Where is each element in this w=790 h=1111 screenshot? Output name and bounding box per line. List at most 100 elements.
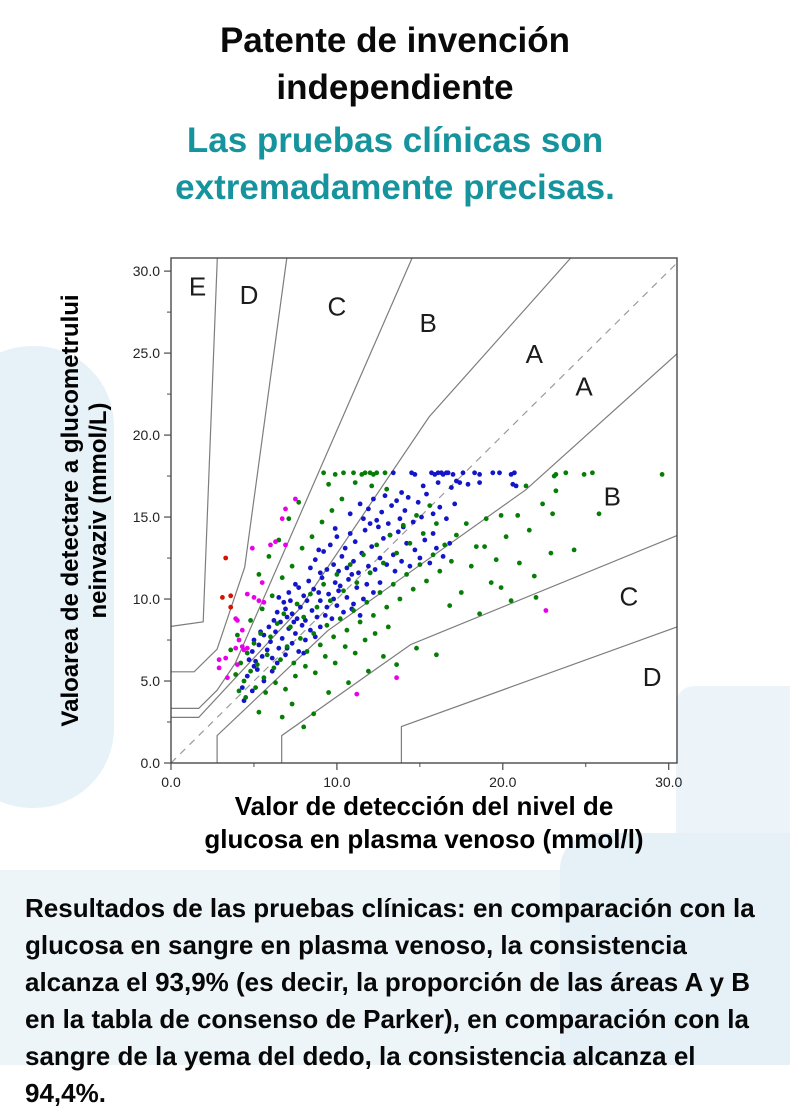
green-points	[394, 662, 399, 667]
blue-points	[266, 624, 272, 630]
x-tick-label: 20.0	[489, 774, 516, 790]
blue-points	[352, 539, 358, 545]
green-points	[291, 660, 297, 666]
magenta-points	[233, 645, 239, 651]
green-points	[362, 637, 368, 643]
magenta-points	[235, 618, 240, 623]
y-axis-title: neinvaziv (mmol/L)	[85, 402, 112, 618]
blue-points	[276, 645, 282, 651]
green-points	[261, 675, 267, 681]
green-points	[324, 622, 330, 628]
magenta-points	[283, 542, 288, 548]
blue-points	[407, 563, 413, 569]
green-points	[434, 652, 439, 658]
green-points	[548, 550, 554, 556]
blue-points	[298, 604, 303, 610]
green-points	[264, 652, 270, 658]
magenta-points	[283, 506, 288, 512]
blue-points	[427, 560, 433, 566]
green-points	[289, 563, 295, 569]
zone-label-D: D	[240, 280, 259, 310]
blue-points	[435, 470, 441, 476]
green-points	[414, 513, 419, 518]
blue-points	[424, 491, 429, 497]
y-tick-label: 5.0	[141, 673, 161, 689]
blue-points	[357, 613, 363, 618]
clinical-results-paragraph: Resultados de las pruebas clínicas: en c…	[25, 893, 755, 1108]
y-axis-title: Valoarea de detectare a glucometrului	[57, 294, 84, 726]
green-points	[241, 678, 247, 684]
magenta-points	[216, 665, 222, 671]
magenta-points	[259, 580, 265, 585]
green-points	[551, 473, 557, 479]
green-points	[387, 532, 393, 538]
blue-points	[261, 678, 267, 684]
zone-line-C-D-lower	[400, 626, 678, 763]
green-points	[341, 588, 346, 594]
blue-points	[283, 606, 288, 612]
green-points	[526, 527, 532, 533]
page-subtitle-line1: Las pruebas clínicas son	[186, 120, 604, 160]
green-points	[341, 470, 346, 476]
green-points	[483, 516, 489, 522]
blue-points	[376, 524, 381, 530]
blue-points	[404, 540, 409, 546]
green-points	[334, 572, 340, 577]
blue-points	[322, 613, 328, 618]
green-points	[279, 575, 285, 581]
blue-points	[512, 470, 517, 476]
green-points	[312, 670, 318, 676]
blue-points	[347, 531, 353, 536]
green-points	[253, 685, 258, 690]
magenta-points	[249, 545, 255, 551]
zone-label-E: E	[189, 272, 206, 302]
green-points	[382, 470, 388, 476]
magenta-points	[236, 637, 242, 643]
green-points	[515, 513, 521, 518]
blue-points	[308, 627, 313, 633]
blue-points	[440, 554, 446, 559]
blue-points	[294, 616, 300, 622]
y-tick-label: 10.0	[133, 591, 160, 607]
green-points	[659, 472, 665, 477]
blue-points	[367, 521, 373, 526]
blue-points	[450, 472, 456, 477]
green-points	[256, 709, 262, 715]
blue-points	[306, 578, 312, 584]
blue-points	[288, 598, 293, 604]
green-points	[493, 557, 499, 563]
green-points	[404, 572, 409, 577]
green-points	[381, 654, 386, 659]
blue-points	[251, 637, 257, 643]
blue-points	[326, 591, 331, 597]
blue-points	[289, 640, 295, 646]
blue-points	[374, 517, 380, 523]
green-points	[326, 690, 331, 695]
blue-points	[312, 557, 318, 563]
blue-points	[382, 493, 388, 499]
green-points	[553, 488, 559, 494]
green-points	[367, 570, 373, 576]
blue-points	[324, 567, 330, 572]
blue-points	[417, 555, 423, 561]
blue-points	[344, 595, 350, 600]
blue-points	[415, 499, 421, 505]
green-points	[374, 470, 380, 476]
green-points	[331, 634, 336, 640]
zone-line-C-B-upper	[171, 257, 413, 709]
blue-points	[361, 596, 366, 602]
blue-points	[412, 547, 418, 553]
green-points	[482, 544, 487, 549]
magenta-points	[293, 496, 298, 502]
green-points	[344, 627, 350, 633]
green-points	[581, 472, 587, 477]
green-points	[298, 636, 303, 641]
zone-line-A-B-lower	[216, 353, 678, 763]
background-blob-bottom-right	[560, 833, 790, 1065]
green-points	[248, 618, 254, 623]
page-title: Patente de invención independiente	[0, 18, 790, 112]
y-tick-label: 0.0	[141, 755, 161, 771]
blue-points	[395, 529, 401, 535]
blue-points	[444, 516, 449, 522]
blue-points	[249, 649, 255, 654]
